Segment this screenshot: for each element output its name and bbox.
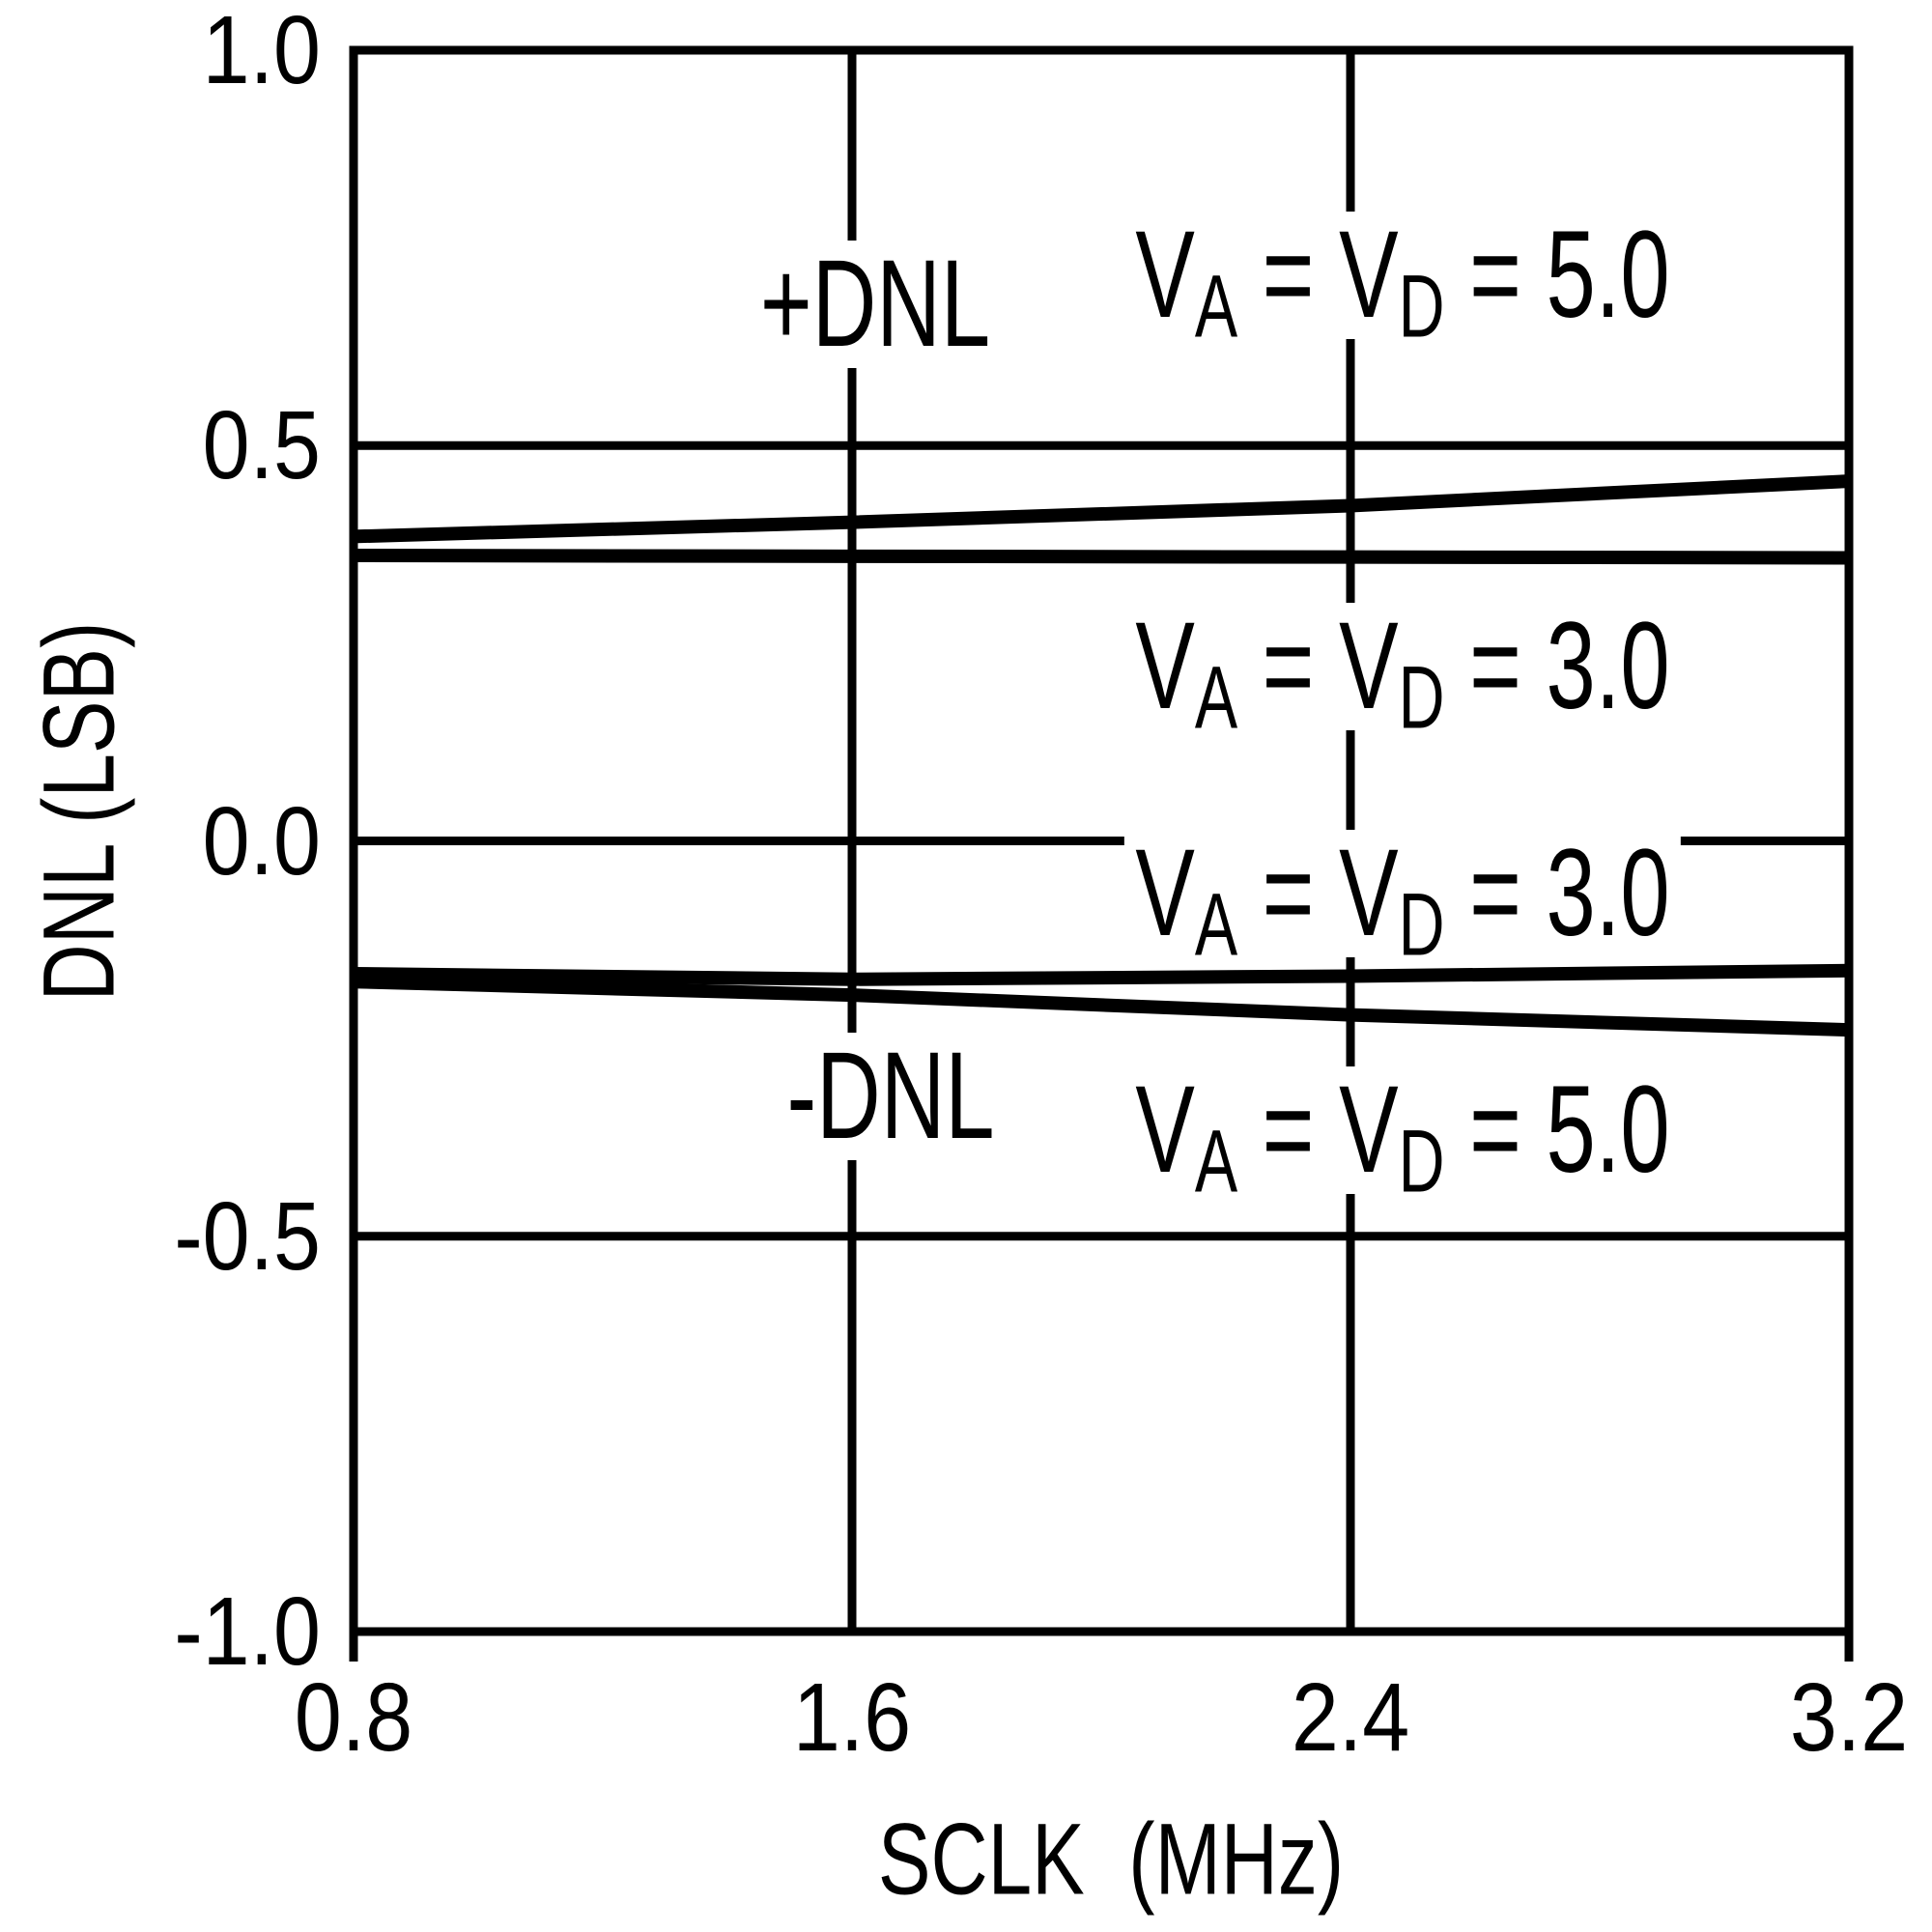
y-tick-label-1.0-text: 1.0 bbox=[202, 0, 321, 104]
x-tick-label-2.4: 2.4 bbox=[1283, 1669, 1417, 1766]
legend-plus-dnl-va-vd-3-segment: = 3.0 bbox=[1444, 597, 1670, 735]
legend-top-va-vd-5-segment: V bbox=[1135, 206, 1195, 344]
y-tick-label--0.5: -0.5 bbox=[155, 1188, 321, 1285]
label-minus-dnl-segment: -DNL bbox=[786, 1027, 995, 1165]
legend-bottom-va-vd-5-segment: V bbox=[1135, 1061, 1195, 1199]
legend-plus-dnl-va-vd-3-subscript: D bbox=[1398, 647, 1445, 748]
x-tick-label-1.6-text: 1.6 bbox=[792, 1663, 912, 1772]
legend-top-va-vd-5-text: VA = VD = 5.0 bbox=[1123, 212, 1682, 351]
x-tick-label-1.6: 1.6 bbox=[784, 1669, 919, 1766]
y-tick-label-0.5: 0.5 bbox=[186, 397, 321, 494]
y-axis-title: DNL (LSB) bbox=[22, 568, 136, 1055]
legend-top-va-vd-5-segment: = V bbox=[1237, 206, 1399, 344]
legend-plus-dnl-va-vd-3-segment: = V bbox=[1237, 597, 1399, 735]
legend-top-va-vd-5-subscript: A bbox=[1194, 256, 1238, 356]
x-axis-title: SCLK (MHz) bbox=[812, 1809, 1409, 1911]
legend-minus-dnl-va-vd-3: VA = VD = 3.0 bbox=[1016, 830, 1789, 969]
y-tick-label-0.0: 0.0 bbox=[186, 793, 321, 890]
legend-minus-dnl-va-vd-3-subscript: A bbox=[1194, 874, 1238, 975]
legend-plus-dnl-va-vd-3: VA = VD = 3.0 bbox=[1016, 603, 1789, 742]
x-tick-label-3.2: 3.2 bbox=[1781, 1669, 1916, 1766]
legend-plus-dnl-va-vd-3-text: VA = VD = 3.0 bbox=[1123, 603, 1682, 742]
legend-plus-dnl-va-vd-3-segment: V bbox=[1135, 597, 1195, 735]
y-tick-label-1.0: 1.0 bbox=[186, 2, 321, 99]
legend-bottom-va-vd-5: VA = VD = 5.0 bbox=[1016, 1066, 1789, 1206]
label-minus-dnl: -DNL bbox=[731, 1033, 1051, 1160]
legend-top-va-vd-5-subscript: D bbox=[1398, 256, 1445, 356]
x-tick-label-0.8-text: 0.8 bbox=[294, 1663, 413, 1772]
legend-plus-dnl-va-vd-3-subscript: A bbox=[1194, 647, 1238, 748]
legend-bottom-va-vd-5-subscript: A bbox=[1194, 1111, 1238, 1211]
x-tick-label-2.4-text: 2.4 bbox=[1291, 1663, 1410, 1772]
series-line-minus-dnl-va-vd-3 bbox=[353, 963, 1850, 986]
legend-bottom-va-vd-5-subscript: D bbox=[1398, 1111, 1445, 1211]
series-line-plus-dnl-va-vd-5 bbox=[353, 474, 1850, 544]
legend-minus-dnl-va-vd-3-segment: = 3.0 bbox=[1444, 824, 1670, 962]
legend-minus-dnl-va-vd-3-subscript: D bbox=[1398, 874, 1445, 975]
x-axis-title-text: SCLK (MHz) bbox=[877, 1803, 1345, 1917]
label-minus-dnl-text: -DNL bbox=[775, 1033, 1007, 1160]
y-tick-label--1.0-text: -1.0 bbox=[174, 1577, 321, 1686]
legend-minus-dnl-va-vd-3-text: VA = VD = 3.0 bbox=[1123, 830, 1682, 969]
label-plus-dnl-segment: +DNL bbox=[759, 235, 991, 373]
legend-bottom-va-vd-5-text: VA = VD = 5.0 bbox=[1123, 1066, 1682, 1206]
y-axis-title-text: DNL (LSB) bbox=[22, 621, 136, 1002]
y-tick-label--0.5-text: -0.5 bbox=[174, 1181, 321, 1291]
y-tick-label--1.0: -1.0 bbox=[155, 1583, 321, 1680]
legend-bottom-va-vd-5-segment: = V bbox=[1237, 1061, 1399, 1199]
y-tick-label-0.0-text: 0.0 bbox=[202, 786, 321, 895]
legend-minus-dnl-va-vd-3-segment: V bbox=[1135, 824, 1195, 962]
x-tick-label-0.8: 0.8 bbox=[286, 1669, 420, 1766]
label-plus-dnl-text: +DNL bbox=[749, 241, 1002, 368]
legend-top-va-vd-5: VA = VD = 5.0 bbox=[1016, 212, 1789, 351]
series-line-plus-dnl-va-vd-3 bbox=[353, 549, 1850, 565]
label-plus-dnl: +DNL bbox=[700, 241, 1051, 368]
legend-minus-dnl-va-vd-3-segment: = V bbox=[1237, 824, 1399, 962]
y-tick-label-0.5-text: 0.5 bbox=[202, 391, 321, 500]
x-tick-label-3.2-text: 3.2 bbox=[1789, 1663, 1909, 1772]
series-line-minus-dnl-va-vd-5 bbox=[353, 975, 1850, 1037]
legend-top-va-vd-5-segment: = 5.0 bbox=[1444, 206, 1670, 344]
legend-bottom-va-vd-5-segment: = 5.0 bbox=[1444, 1061, 1670, 1199]
